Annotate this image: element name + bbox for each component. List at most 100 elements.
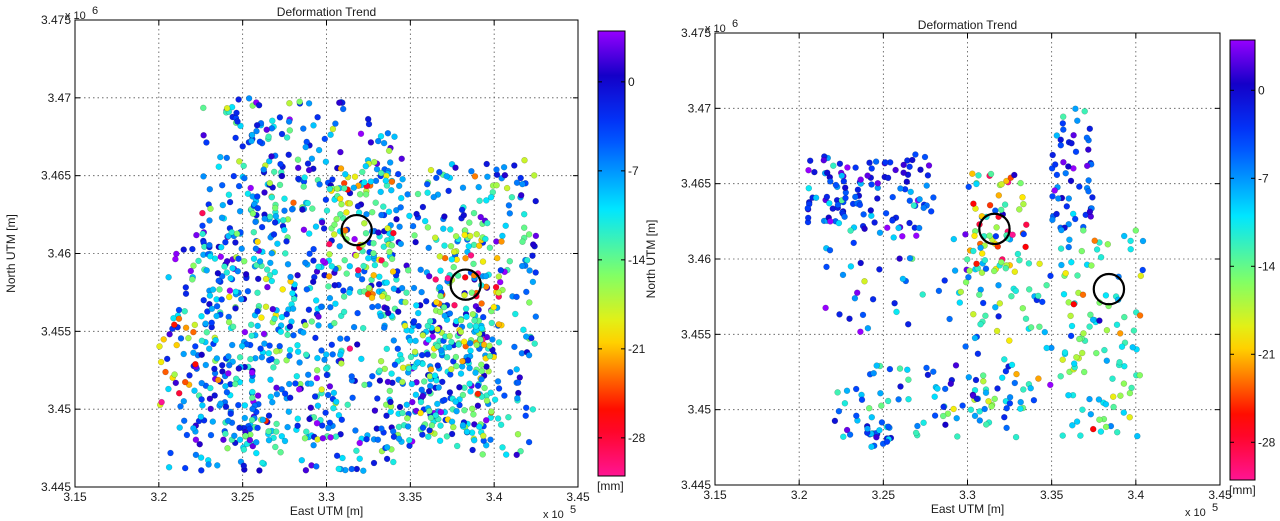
data-point	[531, 172, 538, 179]
data-point	[519, 180, 526, 188]
data-point	[286, 352, 293, 359]
data-point	[225, 362, 233, 369]
data-point	[415, 322, 422, 330]
data-point	[403, 289, 410, 296]
data-point	[970, 247, 977, 255]
data-point	[980, 372, 987, 379]
data-point	[276, 342, 283, 350]
data-point	[228, 341, 236, 349]
data-point	[325, 273, 333, 280]
x-tick-label: 3.25	[231, 490, 255, 504]
data-point	[1072, 148, 1080, 156]
data-point	[408, 380, 416, 388]
data-point	[459, 184, 467, 191]
data-point	[441, 213, 448, 220]
colorbar: 0 -7 -14 -21 -28 [mm]	[1229, 39, 1276, 497]
data-point	[513, 366, 520, 373]
data-point	[466, 380, 473, 387]
data-point	[1060, 126, 1067, 133]
data-point	[267, 376, 274, 383]
data-point	[362, 191, 370, 198]
data-point	[506, 210, 513, 217]
data-point	[917, 166, 924, 173]
data-point	[520, 326, 527, 333]
data-point	[1136, 312, 1144, 319]
data-point	[477, 213, 484, 221]
data-point	[192, 436, 200, 443]
x-axis-label: East UTM [m]	[290, 504, 363, 518]
data-point	[413, 210, 420, 218]
data-point	[1070, 360, 1078, 367]
y-tick-label: 3.445	[41, 480, 71, 494]
data-point	[286, 380, 293, 388]
data-point	[519, 238, 526, 246]
data-point	[376, 273, 383, 280]
data-point	[326, 185, 333, 193]
data-point	[271, 315, 278, 322]
data-point	[497, 267, 504, 274]
data-point	[1057, 373, 1064, 380]
data-point	[1096, 416, 1103, 423]
data-point	[1059, 120, 1067, 127]
data-point	[822, 304, 829, 312]
data-point	[868, 181, 875, 188]
data-point	[318, 386, 325, 393]
data-point	[225, 293, 233, 301]
data-point	[981, 405, 988, 413]
data-point	[276, 114, 284, 121]
data-point	[921, 153, 929, 161]
data-point	[1139, 266, 1146, 274]
data-point	[1139, 237, 1147, 245]
data-point	[447, 226, 454, 233]
data-point	[476, 242, 483, 250]
data-point	[219, 201, 227, 209]
data-point	[459, 358, 466, 365]
data-point	[846, 431, 854, 438]
data-point	[909, 156, 916, 164]
data-point	[301, 435, 309, 442]
data-point	[222, 383, 229, 390]
data-point	[206, 395, 214, 402]
data-point	[209, 418, 217, 425]
data-point	[203, 329, 211, 336]
data-point	[1001, 356, 1008, 363]
data-point	[413, 302, 420, 309]
data-point	[172, 255, 179, 263]
data-point	[199, 402, 206, 409]
data-point	[382, 261, 389, 268]
data-point	[398, 194, 405, 202]
data-point	[375, 281, 383, 288]
data-point	[473, 231, 480, 238]
data-point	[993, 224, 1000, 231]
data-point	[1051, 187, 1058, 194]
data-point	[847, 227, 854, 234]
y-tick-label: 3.475	[41, 13, 71, 27]
x-tick-label: 3.45	[1208, 488, 1232, 502]
data-point	[1109, 375, 1116, 382]
data-point	[198, 351, 205, 358]
data-point	[435, 384, 442, 391]
data-point	[228, 228, 235, 236]
data-point	[805, 214, 812, 222]
data-point	[195, 257, 202, 265]
data-point	[441, 312, 448, 319]
data-point	[198, 396, 205, 403]
data-point	[328, 341, 335, 348]
data-point	[231, 432, 238, 439]
data-point	[965, 183, 972, 191]
data-point	[973, 260, 980, 267]
data-point	[431, 372, 439, 379]
data-point	[264, 283, 271, 291]
data-point	[1060, 291, 1068, 298]
data-point	[1072, 105, 1079, 113]
data-point	[219, 368, 226, 375]
data-point	[208, 319, 215, 326]
data-point	[354, 309, 361, 317]
scatter-panel-1: 3.15 3.2 3.25 3.3 3.35 3.4 3.45 3.445 3.45 3.455 3…	[4, 5, 646, 521]
data-point	[156, 343, 163, 350]
data-point	[461, 231, 468, 239]
data-point	[173, 341, 180, 349]
data-point	[296, 386, 303, 393]
data-point	[314, 354, 321, 362]
data-point	[369, 303, 376, 311]
